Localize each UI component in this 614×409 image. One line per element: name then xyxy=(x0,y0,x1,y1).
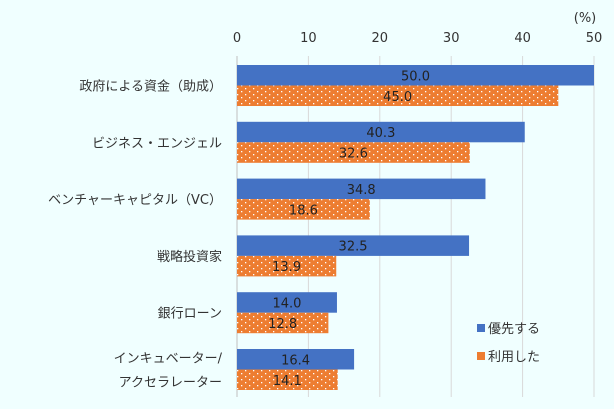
data-label: 50.0 xyxy=(401,69,430,84)
bar-used xyxy=(237,85,559,106)
category-label: 銀行ローン xyxy=(158,307,222,322)
bar-prioritize xyxy=(237,65,594,86)
bar-used xyxy=(237,369,338,390)
legend-swatch xyxy=(477,324,485,332)
bars: 50.0 45.0 40.3 32.6 34.8 18.6 32.5 13.9 14.0 12.8… xyxy=(237,65,594,390)
legend-swatch xyxy=(477,352,485,360)
data-label: 14.0 xyxy=(273,296,302,311)
data-label: 16.4 xyxy=(281,353,310,368)
data-label: 32.5 xyxy=(339,240,368,255)
x-tick-label: 30 xyxy=(443,31,460,46)
category-label: ベンチャーキャピタル（VC） xyxy=(48,193,222,208)
data-label: 12.8 xyxy=(268,317,297,332)
x-tick-label: 20 xyxy=(372,31,389,46)
data-label: 45.0 xyxy=(383,90,412,105)
bar-used xyxy=(237,312,329,334)
bar-prioritize xyxy=(237,178,486,200)
category-label: インキュベーター/ xyxy=(114,352,223,367)
gridlines xyxy=(236,56,595,397)
bar-prioritize xyxy=(237,121,525,143)
bar-prioritize xyxy=(237,235,470,256)
data-label: 34.8 xyxy=(347,183,376,198)
bar-used xyxy=(237,255,337,277)
unit-label: (%) xyxy=(574,11,597,26)
data-label: 13.9 xyxy=(272,260,301,275)
legend-label: 利用した xyxy=(488,350,540,365)
bar-used xyxy=(237,199,370,220)
category-label: 政府による資金（助成） xyxy=(79,79,222,95)
data-label: 18.6 xyxy=(289,203,318,218)
legend-label: 優先する xyxy=(488,322,540,337)
data-label: 14.1 xyxy=(273,374,302,389)
bar-prioritize xyxy=(237,292,337,313)
x-axis-ticks: 0 10 20 30 40 50 xyxy=(233,31,602,46)
x-tick-label: 0 xyxy=(233,31,241,46)
category-label: ビジネス・エンジェル xyxy=(92,136,222,151)
data-label: 32.6 xyxy=(339,147,368,162)
x-tick-label: 10 xyxy=(300,31,317,46)
bar-used xyxy=(237,142,470,163)
x-tick-label: 50 xyxy=(586,31,603,46)
category-label: アクセラレーター xyxy=(119,376,222,391)
data-label: 40.3 xyxy=(366,126,395,141)
x-tick-label: 40 xyxy=(514,31,531,46)
bar-prioritize xyxy=(237,349,355,370)
category-label: 戦略投資家 xyxy=(157,249,222,265)
